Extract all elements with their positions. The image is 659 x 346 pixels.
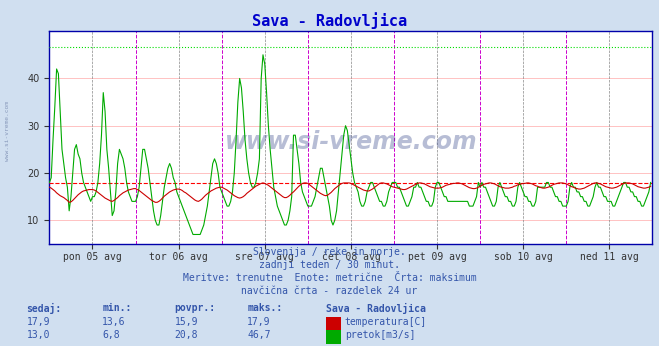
Text: pretok[m3/s]: pretok[m3/s] [345,330,415,340]
Text: 20,8: 20,8 [175,330,198,340]
Text: Sava - Radovljica: Sava - Radovljica [252,12,407,29]
Text: 13,0: 13,0 [26,330,50,340]
Text: 46,7: 46,7 [247,330,271,340]
Text: temperatura[C]: temperatura[C] [345,317,427,327]
Text: navčična črta - razdelek 24 ur: navčična črta - razdelek 24 ur [241,286,418,296]
Text: 17,9: 17,9 [26,317,50,327]
Text: zadnji teden / 30 minut.: zadnji teden / 30 minut. [259,260,400,270]
Text: www.si-vreme.com: www.si-vreme.com [225,130,477,154]
Text: 13,6: 13,6 [102,317,126,327]
Text: sedaj:: sedaj: [26,303,61,314]
Text: Slovenija / reke in morje.: Slovenija / reke in morje. [253,247,406,257]
Text: Meritve: trenutne  Enote: metrične  Črta: maksimum: Meritve: trenutne Enote: metrične Črta: … [183,273,476,283]
Text: min.:: min.: [102,303,132,313]
Text: 6,8: 6,8 [102,330,120,340]
Text: povpr.:: povpr.: [175,303,215,313]
Text: www.si-vreme.com: www.si-vreme.com [5,101,11,162]
Text: 17,9: 17,9 [247,317,271,327]
Text: Sava - Radovljica: Sava - Radovljica [326,303,426,314]
Text: 15,9: 15,9 [175,317,198,327]
Text: maks.:: maks.: [247,303,282,313]
